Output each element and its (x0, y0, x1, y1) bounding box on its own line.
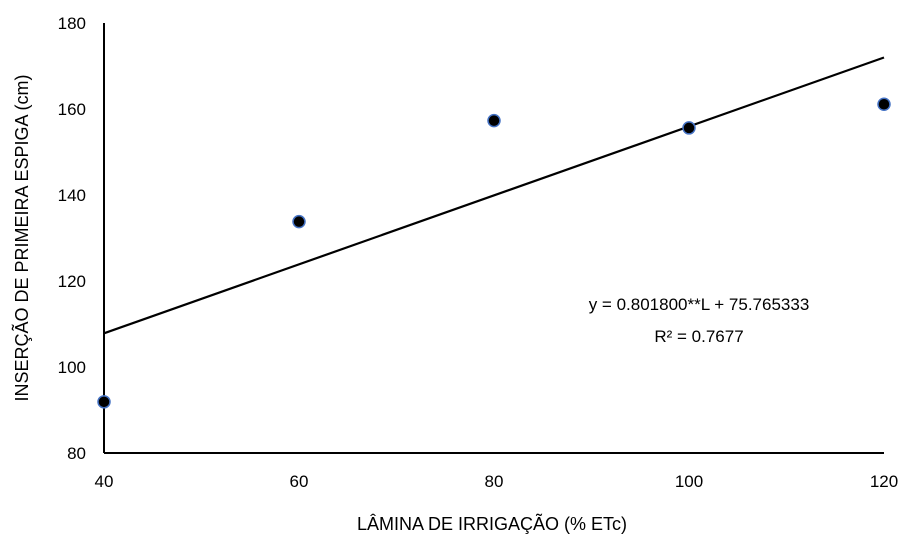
y-tick-label: 160 (58, 100, 86, 119)
data-point (97, 395, 111, 409)
x-tick-label: 100 (675, 472, 703, 491)
x-tick-label: 40 (95, 472, 114, 491)
y-tick-label: 80 (67, 444, 86, 463)
y-tick-label: 180 (58, 14, 86, 33)
y-tick-labels: 80 100 120 140 160 180 (58, 14, 86, 463)
data-point (292, 214, 306, 229)
trendline (103, 56, 885, 335)
axes (103, 23, 884, 454)
x-tick-label: 80 (485, 472, 504, 491)
data-point (682, 121, 696, 135)
y-tick-label: 100 (58, 358, 86, 377)
y-tick-label: 120 (58, 272, 86, 291)
trendline-group (103, 56, 885, 335)
y-axis-title: INSERÇÃO DE PRIMEIRA ESPIGA (cm) (11, 74, 32, 401)
y-tick-label: 140 (58, 186, 86, 205)
r-squared-label: R² = 0.7677 (654, 327, 743, 346)
regression-equation: y = 0.801800**L + 75.765333 (589, 295, 810, 314)
data-points (97, 97, 891, 409)
x-tick-labels: 40 60 80 100 120 (95, 472, 899, 491)
x-tick-label: 120 (870, 472, 898, 491)
data-point (877, 97, 891, 112)
x-axis-title: LÂMINA DE IRRIGAÇÃO (% ETc) (357, 513, 627, 534)
x-tick-label: 60 (290, 472, 309, 491)
data-point (487, 113, 501, 128)
